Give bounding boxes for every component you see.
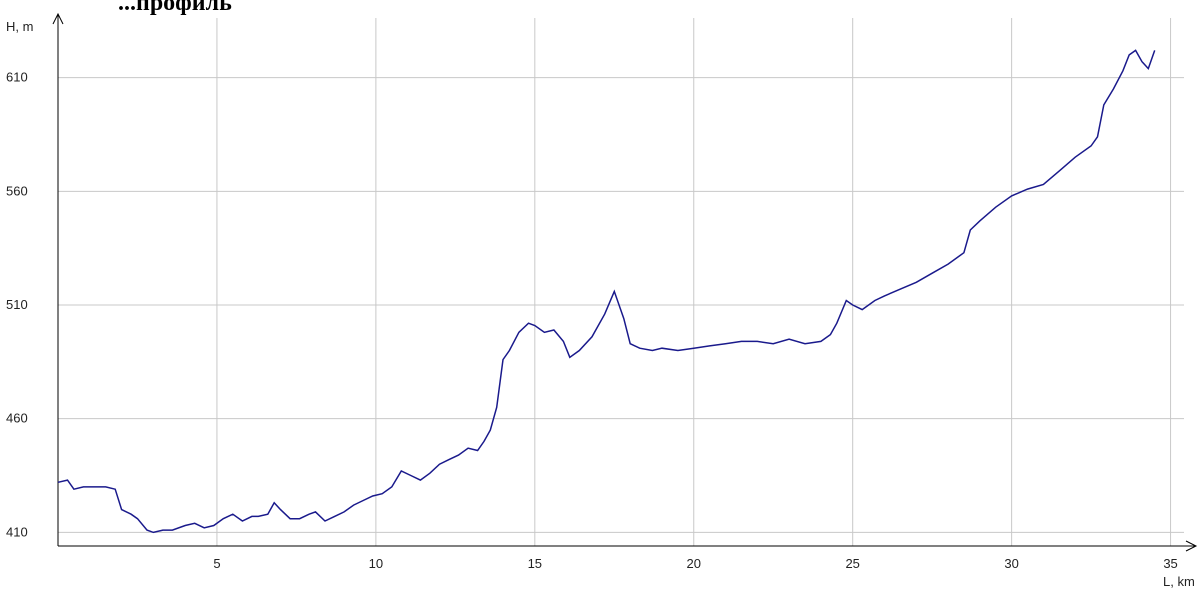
x-axis-arrow [1185, 540, 1198, 552]
x-tick-label: 30 [1004, 556, 1018, 571]
chart-title: ...профиль [118, 0, 232, 16]
grid-lines [58, 18, 1184, 546]
y-axis-label: H, m [6, 19, 33, 34]
x-tick-label: 20 [687, 556, 701, 571]
x-tick-label: 10 [369, 556, 383, 571]
y-tick-label: 410 [6, 524, 28, 539]
x-tick-label: 5 [213, 556, 220, 571]
y-tick-label: 460 [6, 411, 28, 426]
y-axis-arrow [52, 12, 64, 25]
axes [52, 12, 1198, 552]
x-tick-label: 15 [528, 556, 542, 571]
x-tick-label: 35 [1163, 556, 1177, 571]
x-tick-label: 25 [845, 556, 859, 571]
y-tick-label: 510 [6, 297, 28, 312]
y-tick-label: 560 [6, 183, 28, 198]
elevation-line [57, 49, 1156, 534]
x-axis-label: L, km [1163, 574, 1195, 589]
y-tick-label: 610 [6, 70, 28, 85]
